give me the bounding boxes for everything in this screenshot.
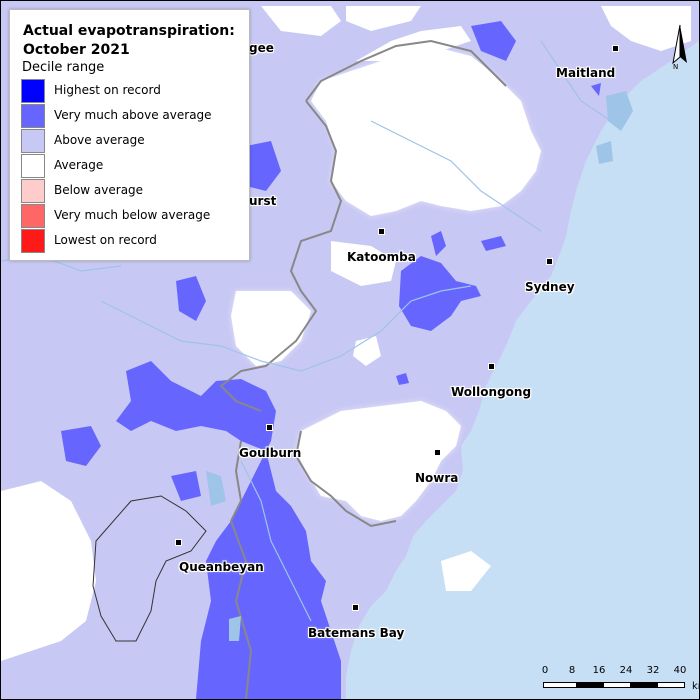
average-regions: [1, 6, 691, 661]
legend-label: Highest on record: [54, 83, 161, 97]
town-label-goulburn: Goulburn: [239, 446, 302, 460]
legend-title-line2: October 2021: [23, 42, 130, 58]
town-label-sydney: Sydney: [525, 280, 575, 294]
legend-label: Above average: [54, 133, 145, 147]
scale-unit-label: km: [692, 681, 699, 692]
town-label-partial-urst: urst: [249, 194, 277, 208]
legend-swatch: [21, 204, 45, 228]
town-label-batemans-bay: Batemans Bay: [308, 626, 405, 640]
wollongong-marker: [488, 363, 495, 370]
scale-tick-label: 24: [619, 665, 633, 676]
legend-label: Lowest on record: [54, 233, 157, 247]
scale-tick-label: 0: [541, 665, 549, 676]
legend-swatch: [21, 129, 45, 153]
town-label-katoomba: Katoomba: [347, 250, 416, 264]
legend-title-line1: Actual evapotranspiration:: [23, 23, 235, 39]
boundaries: [219, 39, 507, 699]
legend-swatch: [21, 104, 45, 128]
town-label-partial-gee: gee: [249, 41, 274, 55]
katoomba-marker: [378, 228, 385, 235]
scale-bar: 0 8 16 24 32 40 km: [537, 665, 699, 695]
goulburn-marker: [266, 424, 273, 431]
map-legend: Actual evapotranspiration: October 2021 …: [9, 9, 250, 261]
north-arrow-icon: N: [669, 23, 691, 73]
act-border: [92, 495, 207, 642]
north-arrow-label: N: [673, 63, 678, 71]
nowra-marker: [434, 449, 441, 456]
lakes: [206, 91, 633, 641]
scale-segment: [657, 682, 685, 688]
batemans-bay-marker: [352, 604, 359, 611]
scale-segment: [630, 682, 658, 688]
town-label-wollongong: Wollongong: [451, 385, 532, 399]
legend-subtitle: Decile range: [22, 60, 105, 75]
scale-tick-label: 40: [673, 665, 687, 676]
legend-label: Very much below average: [54, 208, 211, 222]
scale-segment: [603, 682, 631, 688]
town-label-nowra: Nowra: [415, 471, 459, 485]
very-much-above-regions: [61, 21, 601, 699]
ocean: [346, 41, 699, 699]
legend-swatch: [21, 229, 45, 253]
legend-swatch: [21, 179, 45, 203]
legend-label: Average: [54, 158, 104, 172]
maitland-marker: [612, 45, 619, 52]
scale-tick-label: 16: [592, 665, 606, 676]
queanbeyan-marker: [175, 539, 182, 546]
town-label-maitland: Maitland: [556, 66, 616, 80]
sydney-marker: [546, 258, 553, 265]
legend-label: Below average: [54, 183, 144, 197]
scale-tick-label: 32: [646, 665, 660, 676]
scale-segment: [576, 682, 604, 688]
town-label-queanbeyan: Queanbeyan: [179, 560, 264, 574]
scale-segment: [543, 682, 577, 688]
scale-tick-label: 8: [568, 665, 576, 676]
legend-label: Very much above average: [54, 108, 212, 122]
legend-swatch: [21, 79, 45, 103]
legend-swatch: [21, 154, 45, 178]
